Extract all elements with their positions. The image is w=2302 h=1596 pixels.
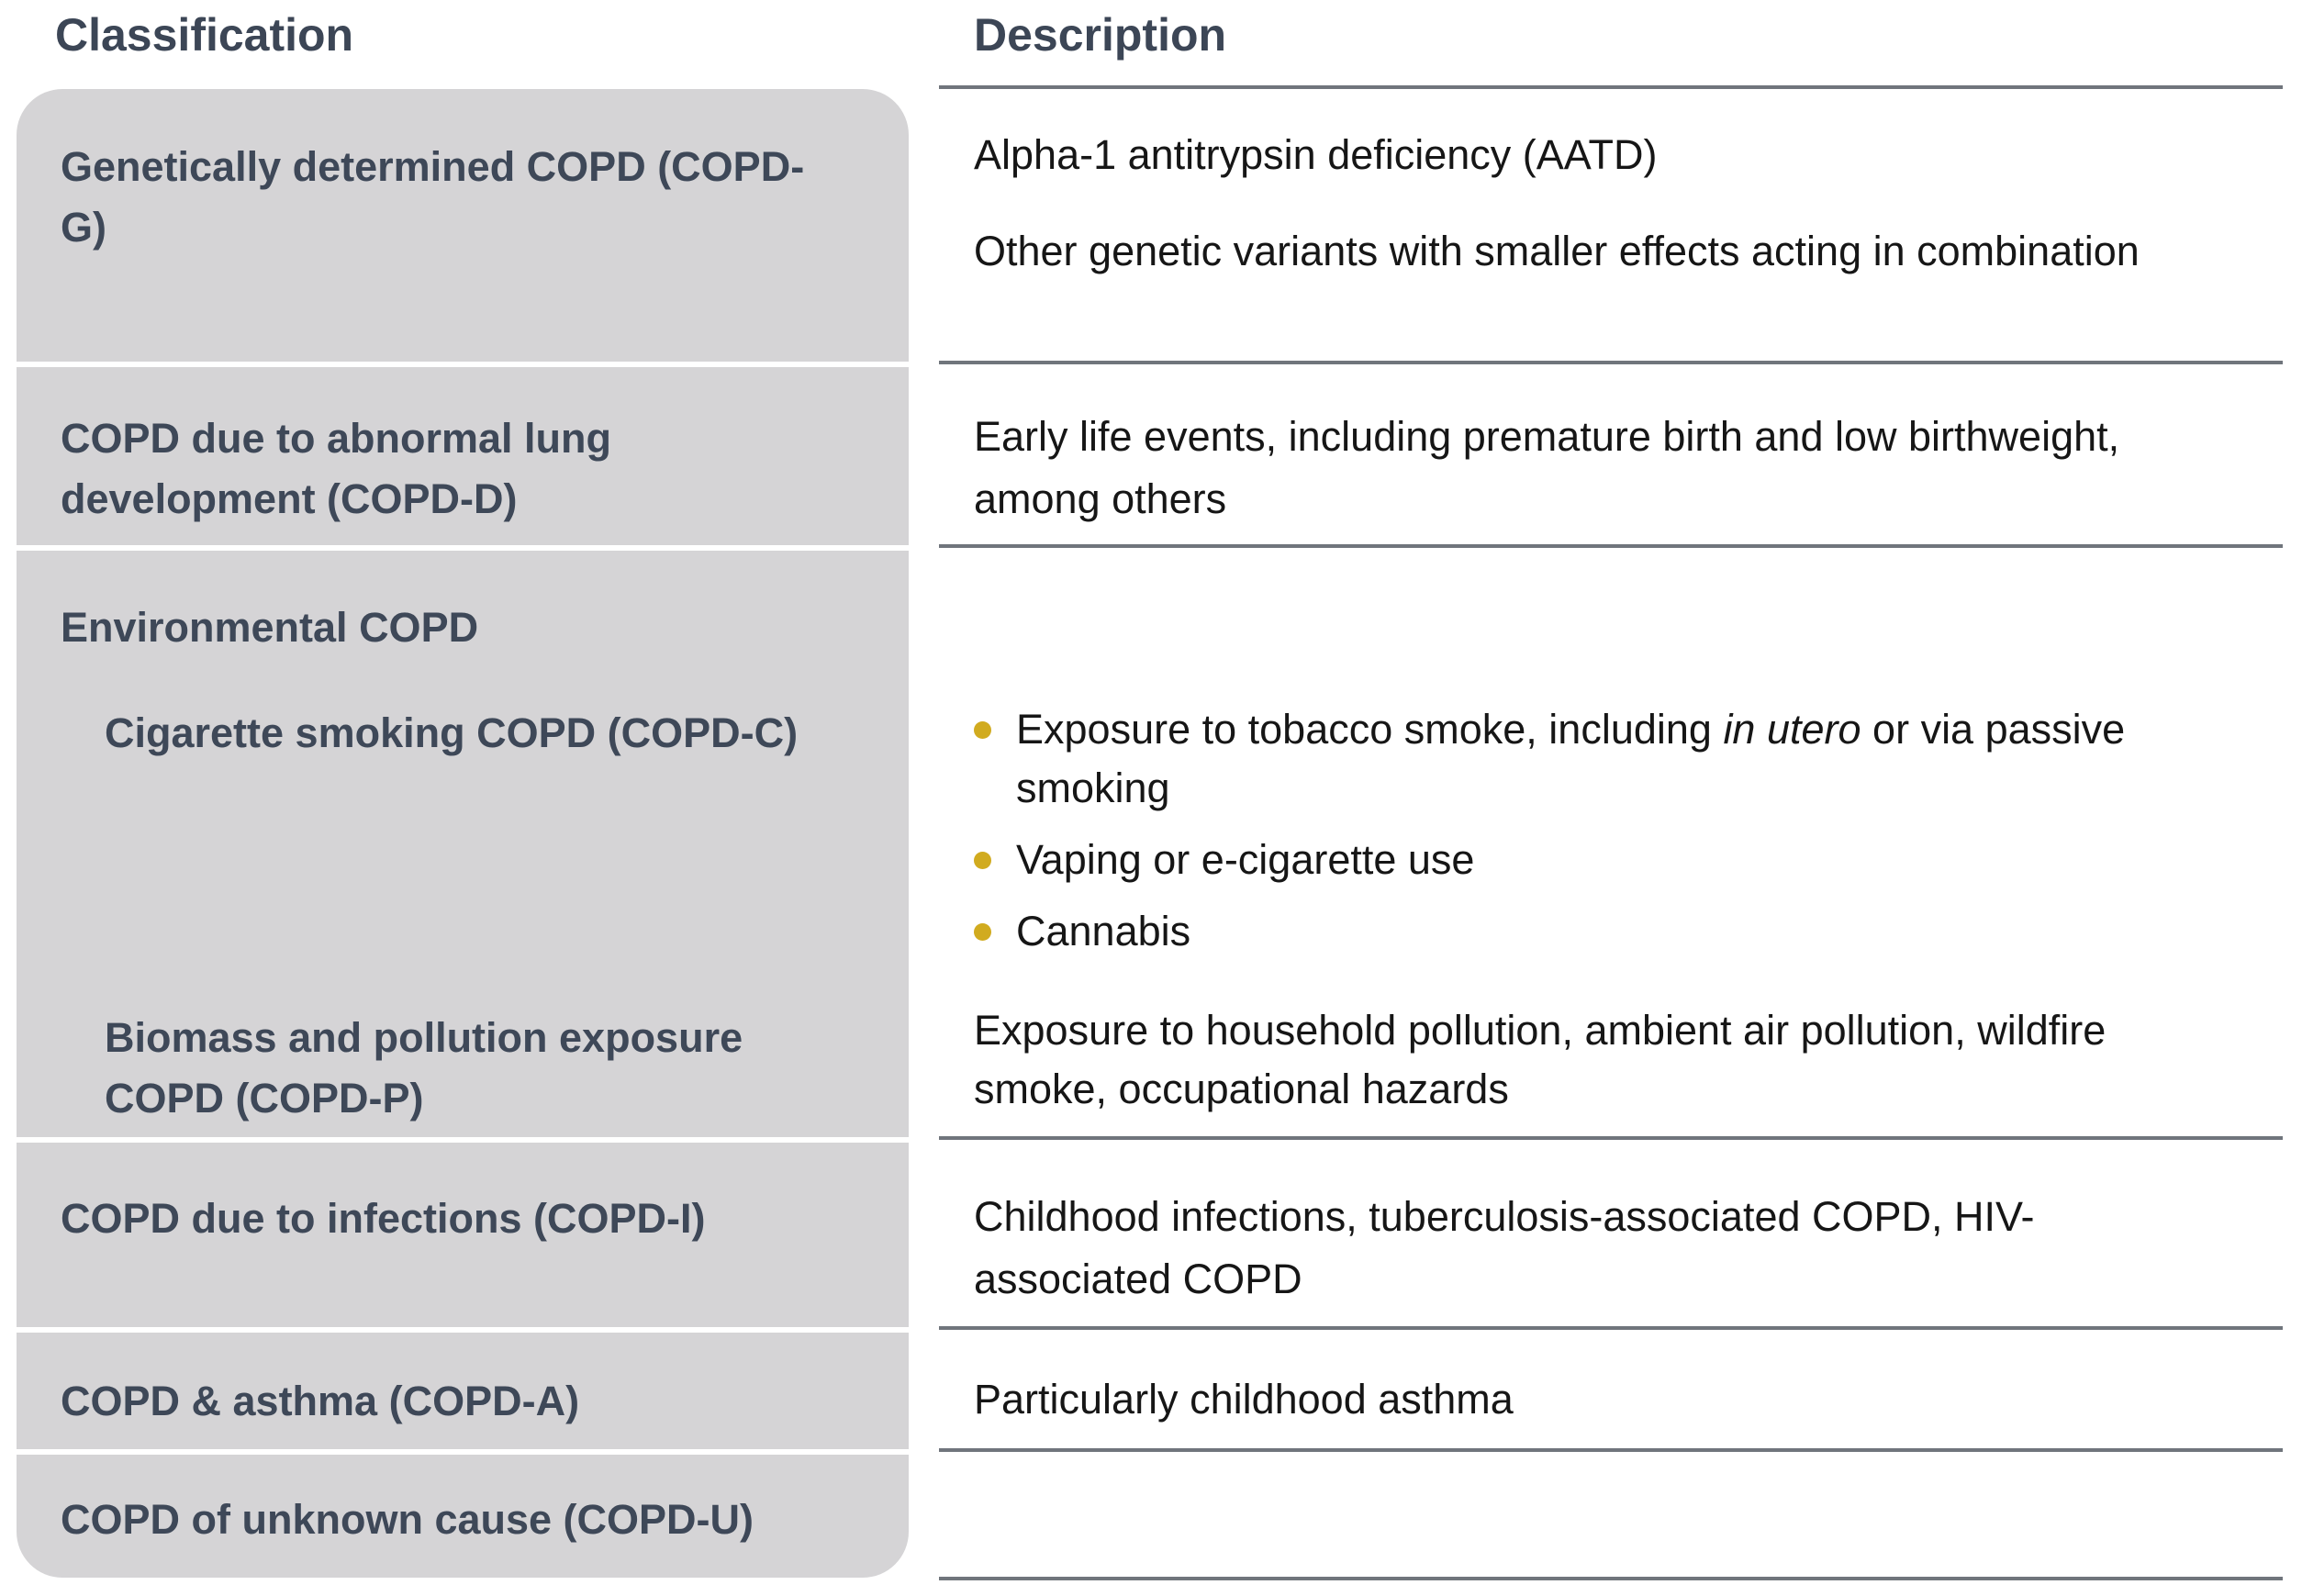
table-row-unknown: COPD of unknown cause (COPD-U) (0, 1452, 2302, 1580)
infections-description-cell: Childhood infections, tuberculosis-assoc… (939, 1140, 2283, 1330)
genetic-label: Genetically determined COPD (COPD-G) (61, 143, 805, 251)
environmental-classification-cell: Environmental COPD Cigarette smoking COP… (0, 548, 918, 1140)
description-text: Other genetic variants with smaller effe… (974, 228, 2140, 274)
description-column-header: Description (974, 9, 1227, 61)
bullet-text-pre: Exposure to tobacco smoke, including (1016, 706, 1724, 753)
development-description-cell: Early life events, including premature b… (939, 364, 2283, 548)
bullet-text: Vaping or e-cigarette use (1016, 836, 1475, 883)
asthma-gray-block: COPD & asthma (COPD-A) (17, 1333, 909, 1449)
asthma-classification-cell: COPD & asthma (COPD-A) (0, 1330, 918, 1452)
biomass-description-text: Exposure to household pollution, ambient… (974, 1007, 2106, 1112)
development-classification-cell: COPD due to abnormal lung development (C… (0, 364, 918, 548)
cigarette-smoking-label: Cigarette smoking COPD (COPD-C) (105, 709, 799, 756)
bullet-icon (974, 923, 991, 941)
genetic-description-cell: Alpha-1 antitrypsin deficiency (AATD) Ot… (939, 89, 2283, 364)
bullet-text-italic: in utero (1723, 706, 1861, 753)
genetic-classification-cell: Genetically determined COPD (COPD-G) (0, 89, 918, 364)
list-item: Vaping or e-cigarette use (974, 831, 2182, 889)
table-row-development: COPD due to abnormal lung development (C… (0, 364, 2302, 548)
list-item: Exposure to tobacco smoke, including in … (974, 700, 2182, 818)
table-row-environmental: Environmental COPD Cigarette smoking COP… (0, 548, 2302, 1140)
bullet-text: Cannabis (1016, 908, 1191, 954)
asthma-description-cell: Particularly childhood asthma (939, 1330, 2283, 1452)
biomass-pollution-label: Biomass and pollution exposure COPD (COP… (105, 1014, 743, 1122)
development-gray-block: COPD due to abnormal lung development (C… (17, 367, 909, 545)
classification-header-cell: Classification (0, 0, 918, 89)
environmental-gray-block: Environmental COPD Cigarette smoking COP… (17, 551, 909, 1137)
table-header-row: Classification Description (0, 0, 2302, 89)
asthma-label: COPD & asthma (COPD-A) (61, 1378, 580, 1424)
cigarette-bullet-list: Exposure to tobacco smoke, including in … (974, 700, 2283, 961)
table-row-genetic: Genetically determined COPD (COPD-G) Alp… (0, 89, 2302, 364)
description-header-cell: Description (939, 0, 2283, 89)
unknown-label: COPD of unknown cause (COPD-U) (61, 1496, 754, 1543)
table-row-asthma: COPD & asthma (COPD-A) Particularly chil… (0, 1330, 2302, 1452)
description-text: Early life events, including premature b… (974, 413, 2120, 522)
classification-column-header: Classification (55, 9, 354, 61)
bullet-icon (974, 721, 991, 739)
table-row-infections: COPD due to infections (COPD-I) Childhoo… (0, 1140, 2302, 1330)
unknown-classification-cell: COPD of unknown cause (COPD-U) (0, 1452, 918, 1580)
environmental-label: Environmental COPD (61, 604, 479, 651)
infections-classification-cell: COPD due to infections (COPD-I) (0, 1140, 918, 1330)
description-text: Childhood infections, tuberculosis-assoc… (974, 1193, 2035, 1302)
infections-label: COPD due to infections (COPD-I) (61, 1195, 706, 1242)
unknown-description-cell (939, 1452, 2283, 1580)
bullet-text-post: or via passive smoking (1016, 706, 2126, 811)
description-text: Particularly childhood asthma (974, 1376, 1514, 1423)
infections-gray-block: COPD due to infections (COPD-I) (17, 1143, 909, 1327)
list-item: Cannabis (974, 902, 2182, 961)
description-text: Alpha-1 antitrypsin deficiency (AATD) (974, 131, 1658, 178)
bullet-icon (974, 852, 991, 869)
genetic-gray-block: Genetically determined COPD (COPD-G) (17, 89, 909, 362)
environmental-description-cell: Exposure to tobacco smoke, including in … (939, 548, 2283, 1140)
development-label: COPD due to abnormal lung development (C… (61, 415, 612, 522)
unknown-gray-block: COPD of unknown cause (COPD-U) (17, 1455, 909, 1578)
